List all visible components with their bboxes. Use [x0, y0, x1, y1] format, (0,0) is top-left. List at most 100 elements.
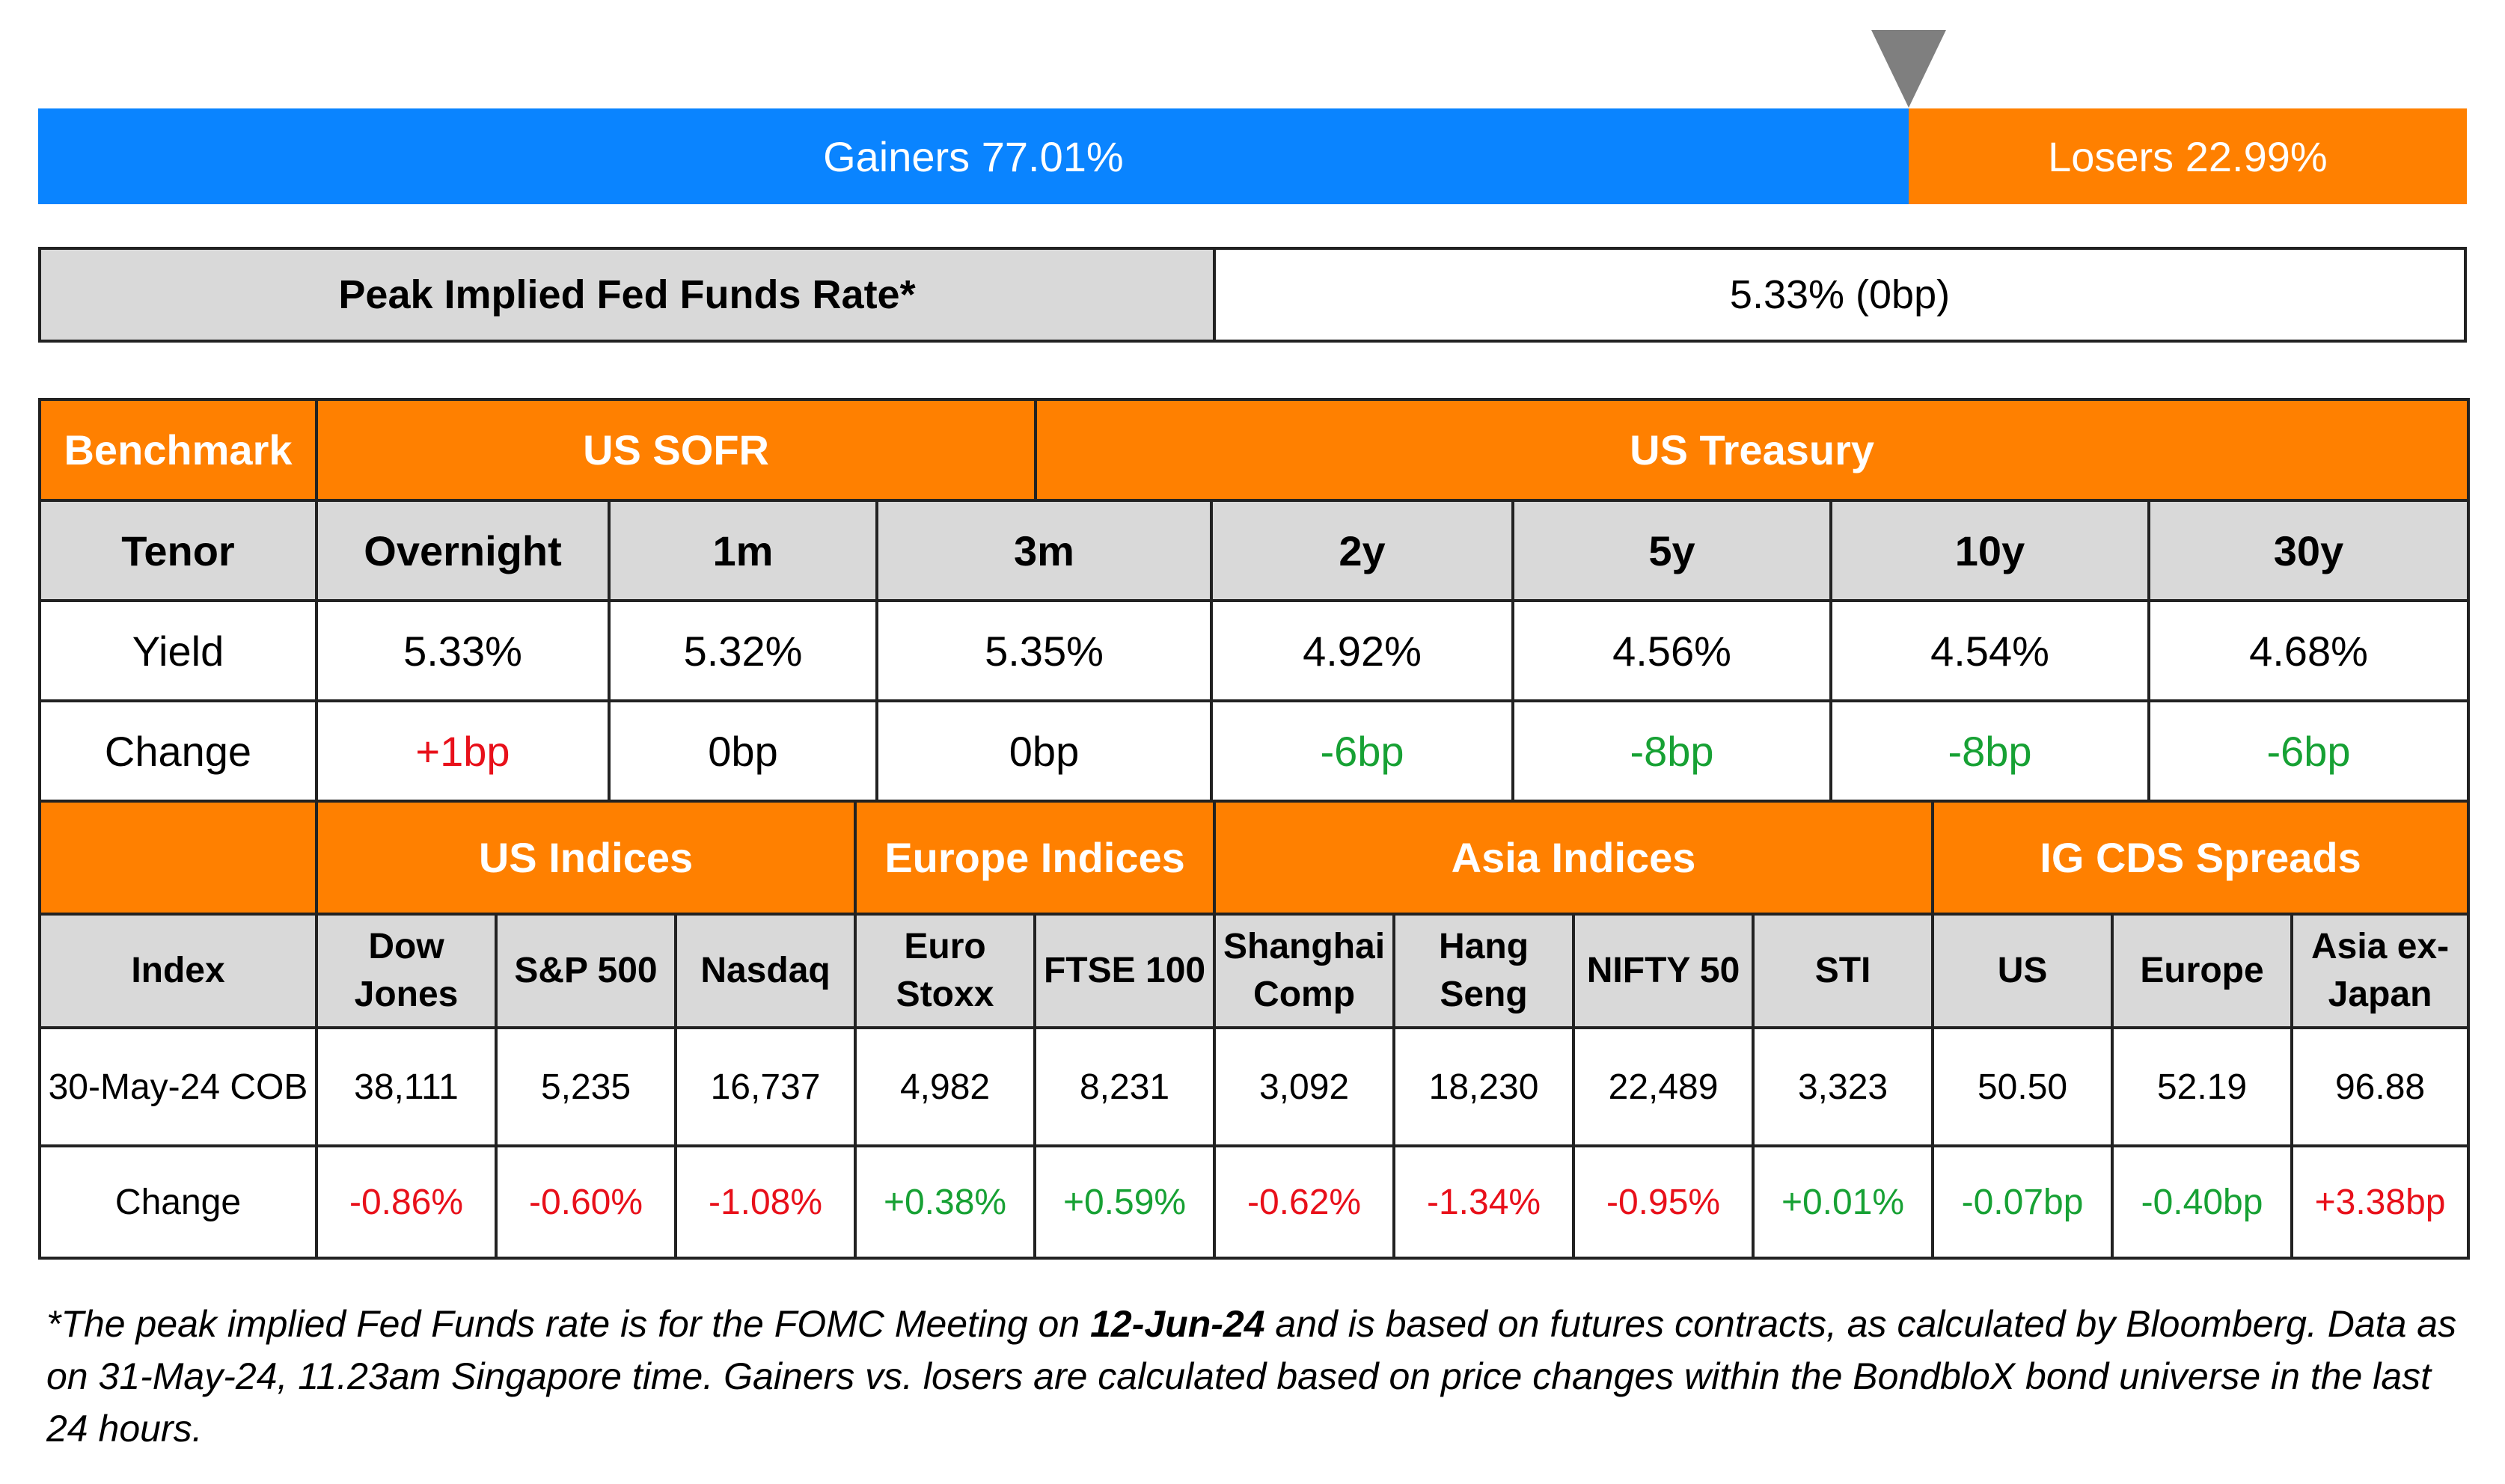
- index-change-cell: +0.38%: [854, 1144, 1037, 1260]
- index-name-cell: Hang Seng: [1392, 913, 1576, 1029]
- index-name-cell: NIFTY 50: [1572, 913, 1755, 1029]
- index-change-row: Change -0.86% -0.60% -1.08% +0.38% +0.59…: [38, 1144, 2471, 1260]
- index-change-cell: -0.86%: [315, 1144, 498, 1260]
- index-name-cell: S&P 500: [495, 913, 677, 1029]
- change-cell: 0bp: [608, 699, 878, 803]
- index-name-cell: US: [1931, 913, 2114, 1029]
- index-name-line: US: [1997, 951, 2048, 990]
- yield-cell: 4.68%: [2147, 599, 2470, 702]
- index-value-cell: 18,230: [1392, 1026, 1576, 1147]
- change-label: Change: [38, 699, 318, 803]
- index-name-line: Jones: [354, 975, 459, 1014]
- index-change-cell: +3.38bp: [2290, 1144, 2471, 1260]
- gainers-segment: Gainers 77.01%: [38, 108, 1909, 204]
- index-value-cell: 38,111: [315, 1026, 498, 1147]
- index-value-cell: 3,092: [1213, 1026, 1396, 1147]
- tenor-cell: 1m: [608, 499, 878, 602]
- index-name-cell: Shanghai Comp: [1213, 913, 1396, 1029]
- fed-funds-row: Peak Implied Fed Funds Rate* 5.33% (0bp): [38, 247, 2467, 343]
- yield-cell: 4.54%: [1829, 599, 2150, 702]
- index-name-line: NIFTY 50: [1586, 951, 1740, 990]
- index-name-cell: Asia ex- Japan: [2290, 913, 2471, 1029]
- change-cell: +1bp: [315, 699, 611, 803]
- index-value-cell: 4,982: [854, 1026, 1037, 1147]
- change-label: Change: [38, 1144, 318, 1260]
- index-change-cell: +0.59%: [1033, 1144, 1217, 1260]
- index-name-line: Dow: [368, 927, 444, 966]
- index-change-cell: +0.01%: [1752, 1144, 1935, 1260]
- index-change-cell: -0.07bp: [1931, 1144, 2114, 1260]
- tenor-cell: Overnight: [315, 499, 611, 602]
- europe-indices-header: Europe Indices: [854, 800, 1217, 916]
- fed-funds-label: Peak Implied Fed Funds Rate*: [41, 250, 1216, 340]
- footnote-date: 12-Jun-24: [1090, 1303, 1265, 1345]
- index-name-cell: Nasdaq: [673, 913, 857, 1029]
- yield-label: Yield: [38, 599, 318, 702]
- index-value-cell: 22,489: [1572, 1026, 1755, 1147]
- index-name-line: Hang: [1439, 927, 1529, 966]
- index-name-line: Europe: [2140, 951, 2264, 990]
- footnote-text: *The peak implied Fed Funds rate is for …: [46, 1303, 1091, 1345]
- index-name-cell: Dow Jones: [315, 913, 498, 1029]
- index-name-line: Nasdaq: [700, 951, 831, 990]
- tenor-cell: 2y: [1210, 499, 1514, 602]
- index-name-cell: Europe: [2111, 913, 2294, 1029]
- index-name-line: S&P 500: [514, 951, 658, 990]
- date-label: 30-May-24 COB: [38, 1026, 318, 1147]
- index-change-cell: -1.34%: [1392, 1144, 1576, 1260]
- index-value-cell: 96.88: [2290, 1026, 2471, 1147]
- change-cell: -6bp: [2147, 699, 2470, 803]
- index-name-cell: STI: [1752, 913, 1935, 1029]
- rates-table: Tenor Overnight 1m 3m 2y 5y 10y 30y Yiel…: [38, 499, 2470, 803]
- index-name-line: FTSE 100: [1043, 951, 1206, 990]
- index-change-cell: -0.60%: [495, 1144, 677, 1260]
- index-name-line: Shanghai: [1223, 927, 1386, 966]
- indices-header-row: US Indices Europe Indices Asia Indices I…: [38, 800, 2471, 916]
- tenor-row: Tenor Overnight 1m 3m 2y 5y 10y 30y: [38, 499, 2470, 602]
- index-name-cell: FTSE 100: [1033, 913, 1217, 1029]
- rates-header-row: Benchmark US SOFR US Treasury: [38, 398, 2471, 502]
- asia-indices-header: Asia Indices: [1213, 800, 1935, 916]
- index-value-cell: 52.19: [2111, 1026, 2294, 1147]
- cds-spreads-header: IG CDS Spreads: [1931, 800, 2471, 916]
- index-name-line: Japan: [2328, 975, 2432, 1014]
- change-cell: -6bp: [1210, 699, 1514, 803]
- index-change-cell: -1.08%: [673, 1144, 857, 1260]
- index-name-line: Asia ex-: [2310, 927, 2450, 966]
- index-value-cell: 3,323: [1752, 1026, 1935, 1147]
- tenor-cell: 5y: [1511, 499, 1832, 602]
- fed-funds-value: 5.33% (0bp): [1729, 272, 1951, 317]
- gainers-losers-bar: Gainers 77.01% Losers 22.99%: [38, 108, 2467, 204]
- change-cell: -8bp: [1511, 699, 1832, 803]
- change-cell: -8bp: [1829, 699, 2150, 803]
- index-name-row: Index Dow Jones S&P 500 Nasdaq Euro Stoxx …: [38, 913, 2471, 1029]
- index-value-cell: 16,737: [673, 1026, 857, 1147]
- yield-cell: 5.32%: [608, 599, 878, 702]
- us-indices-header: US Indices: [314, 800, 857, 916]
- sofr-header: US SOFR: [314, 398, 1038, 502]
- footnote-text: and is based on futures contracts, as ca…: [46, 1303, 2457, 1450]
- index-value-cell: 50.50: [1931, 1026, 2114, 1147]
- footnote: *The peak implied Fed Funds rate is for …: [46, 1298, 2463, 1455]
- losers-segment: Losers 22.99%: [1908, 108, 2467, 204]
- treasury-header: US Treasury: [1034, 398, 2471, 502]
- index-value-cell: 5,235: [495, 1026, 677, 1147]
- rates-change-row: Change +1bp 0bp 0bp -6bp -8bp -8bp -6bp: [38, 699, 2470, 803]
- index-change-cell: -0.40bp: [2111, 1144, 2294, 1260]
- yield-cell: 4.92%: [1210, 599, 1514, 702]
- index-value-cell: 8,231: [1033, 1026, 1217, 1147]
- index-name-line: Euro: [904, 927, 986, 966]
- indices-table: US Indices Europe Indices Asia Indices I…: [38, 800, 2471, 1260]
- yield-cell: 4.56%: [1511, 599, 1832, 702]
- tenor-cell: 10y: [1829, 499, 2150, 602]
- index-name-line: Stoxx: [896, 975, 994, 1014]
- change-cell: 0bp: [875, 699, 1213, 803]
- index-name-line: STI: [1814, 951, 1871, 990]
- index-name-cell: Euro Stoxx: [854, 913, 1037, 1029]
- down-triangle-icon: [1871, 30, 1946, 108]
- tenor-cell: 3m: [875, 499, 1213, 602]
- tenor-label: Tenor: [38, 499, 318, 602]
- empty-header-cell: [38, 800, 318, 916]
- market-table: Benchmark US SOFR US Treasury: [38, 398, 2471, 502]
- index-name-line: Comp: [1253, 975, 1356, 1014]
